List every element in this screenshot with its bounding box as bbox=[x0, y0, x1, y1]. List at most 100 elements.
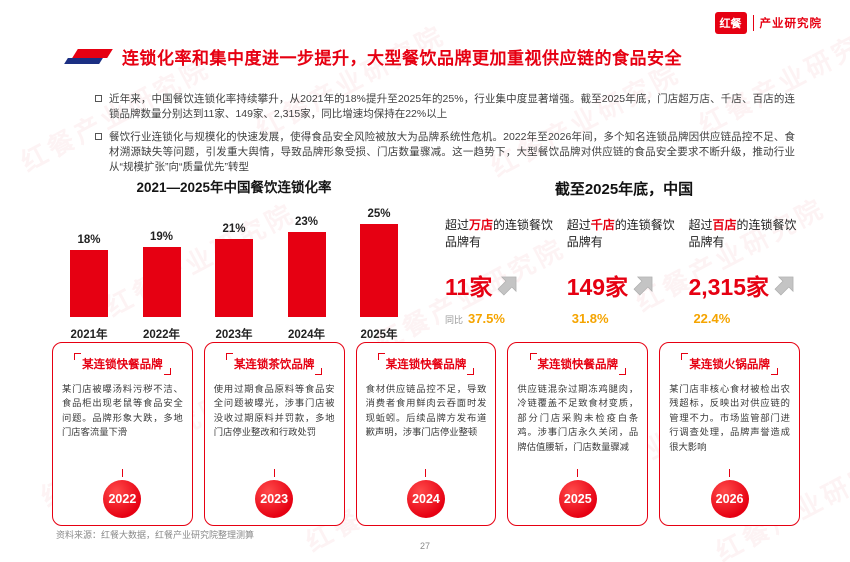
stat-value: 11家 bbox=[445, 273, 493, 300]
stat-number-row: 149家 bbox=[567, 268, 682, 302]
case-year-badge: 2024 bbox=[406, 480, 445, 518]
brand-logo-text: 产业研究院 bbox=[759, 18, 822, 30]
bar-value-label: 19% bbox=[149, 231, 174, 243]
case-title: 某连锁茶饮品牌 bbox=[233, 359, 315, 371]
bullet-text: 近年来，中国餐饮连锁化率持续攀升，从2021年的18%提升至2025年的25%，… bbox=[109, 93, 795, 120]
bar-category-label: 2023年 bbox=[215, 329, 253, 341]
case-title-frame: 某连锁快餐品牌 bbox=[529, 353, 627, 375]
stat-growth-row: 同比 37.5% bbox=[445, 311, 560, 326]
bullet-list: 近年来，中国餐饮连锁化率持续攀升，从2021年的18%提升至2025年的25%，… bbox=[95, 92, 795, 183]
bullet-item: 餐饮行业连锁化与规模化的快速发展，使得食品安全风险被放大为品牌系统性危机。202… bbox=[95, 130, 795, 174]
up-trend-arrow-icon bbox=[633, 276, 653, 296]
stat-desc-prefix: 超过 bbox=[566, 218, 591, 232]
bar-value-label: 23% bbox=[294, 216, 319, 228]
stat-description: 超过百店的连锁餐饮品牌有 bbox=[688, 217, 803, 252]
case-card: 某连锁茶饮品牌 使用过期食品原料等食品安全问题被曝光，涉事门店被没收过期原料并罚… bbox=[203, 342, 345, 526]
stat-growth-row: 31.8% bbox=[567, 311, 682, 326]
page-title: 连锁化率和集中度进一步提升，大型餐饮品牌更加重视供应链的食品安全 bbox=[122, 49, 682, 68]
case-year-badge: 2025 bbox=[558, 480, 597, 518]
bar-column: 21% 2023年 bbox=[205, 223, 263, 342]
bar bbox=[70, 250, 108, 317]
bar-category-label: 2021年 bbox=[70, 329, 108, 341]
bar bbox=[215, 239, 253, 317]
stat-desc-prefix: 超过 bbox=[445, 218, 470, 232]
case-connector-line bbox=[577, 469, 579, 477]
bullet-square-icon bbox=[95, 95, 102, 102]
chain-rate-chart: 2021—2025年中国餐饮连锁化率 18% 2021年 19% 2022年 2… bbox=[58, 176, 410, 342]
bar bbox=[360, 224, 398, 317]
case-year-badge: 2023 bbox=[255, 480, 294, 518]
case-year-badge: 2022 bbox=[103, 480, 142, 518]
bar-column: 23% 2024年 bbox=[278, 216, 336, 342]
stat-desc-suffix: 的连锁餐饮品牌有 bbox=[445, 218, 554, 250]
case-title: 某连锁快餐品牌 bbox=[385, 359, 467, 371]
stat-number-row: 11家 bbox=[445, 268, 560, 302]
stat-item: 超过百店的连锁餐饮品牌有 2,315家 22.4% bbox=[688, 217, 803, 326]
flag-accent-icon bbox=[64, 48, 113, 65]
bar-category-label: 2024年 bbox=[287, 329, 326, 341]
up-trend-arrow-icon bbox=[497, 276, 517, 296]
case-title-frame: 某连锁快餐品牌 bbox=[377, 353, 475, 375]
bar-value-label: 25% bbox=[367, 208, 391, 220]
bar-value-label: 21% bbox=[222, 223, 246, 235]
stat-growth-value: 37.5% bbox=[468, 310, 505, 326]
source-note: 资料来源：红餐大数据，红餐产业研究院整理测算 bbox=[56, 530, 255, 540]
case-title: 某连锁快餐品牌 bbox=[537, 359, 619, 371]
stat-description: 超过千店的连锁餐饮品牌有 bbox=[567, 217, 682, 252]
bar-category-label: 2025年 bbox=[360, 329, 398, 341]
stat-desc-prefix: 超过 bbox=[688, 218, 713, 232]
bar-column: 25% 2025年 bbox=[350, 208, 408, 342]
case-connector-line bbox=[729, 469, 731, 477]
stat-growth-label: 同比 bbox=[445, 314, 464, 325]
case-text: 使用过期食品原料等食品安全问题被曝光，涉事门店被没收过期原料并罚款，多地门店停业… bbox=[213, 384, 335, 438]
case-connector-line bbox=[273, 469, 275, 477]
case-text: 供应链混杂过期冻鸡腿肉，冷链覆盖不足致食材变质，部分门店采购未检疫白条鸡。涉事门… bbox=[517, 384, 639, 452]
stats-heading: 截至2025年底，中国 bbox=[554, 181, 694, 198]
case-title-frame: 某连锁茶饮品牌 bbox=[225, 353, 323, 375]
stat-columns: 超过万店的连锁餐饮品牌有 11家 同比 37.5% 超过千店的连锁餐饮品牌有 1… bbox=[445, 217, 803, 326]
case-text: 食材供应链品控不足，导致消费者食用鲜肉云吞面时发现蚯蚓。后续品牌方发布道歉声明，… bbox=[365, 384, 487, 438]
bar bbox=[287, 232, 326, 317]
stat-value: 149家 bbox=[566, 273, 629, 300]
case-card: 某连锁快餐品牌 供应链混杂过期冻鸡腿肉，冷链覆盖不足致食材变质，部分门店采购未检… bbox=[507, 342, 649, 526]
stat-desc-suffix: 的连锁餐饮品牌有 bbox=[688, 218, 797, 250]
case-card-row: 某连锁快餐品牌 某门店被曝汤料污秽不洁、食品柜出现老鼠等食品安全问题。品牌形象大… bbox=[52, 342, 800, 526]
stat-growth-row: 22.4% bbox=[688, 311, 803, 326]
brand-stats: 截至2025年底，中国 超过万店的连锁餐饮品牌有 11家 同比 37.5% 超过… bbox=[445, 178, 803, 326]
stat-desc-highlight: 千店 bbox=[590, 218, 615, 232]
case-title: 某连锁快餐品牌 bbox=[82, 359, 163, 371]
stat-desc-highlight: 百店 bbox=[712, 218, 737, 232]
brand-logo-badge: 红餐 bbox=[714, 12, 747, 34]
case-card: 某连锁快餐品牌 食材供应链品控不足，导致消费者食用鲜肉云吞面时发现蚯蚓。后续品牌… bbox=[355, 342, 497, 526]
case-year-badge: 2026 bbox=[710, 480, 749, 518]
page-number: 27 bbox=[419, 541, 430, 551]
stat-item: 超过万店的连锁餐饮品牌有 11家 同比 37.5% bbox=[445, 217, 560, 326]
bar bbox=[142, 247, 181, 317]
case-connector-line bbox=[121, 469, 123, 477]
stat-growth-value: 31.8% bbox=[571, 310, 609, 326]
stat-desc-suffix: 的连锁餐饮品牌有 bbox=[566, 218, 675, 250]
case-card: 某连锁火锅品牌 某门店非核心食材被检出农残超标，反映出对供应链的管理不力。市场监… bbox=[659, 342, 800, 526]
stat-description: 超过万店的连锁餐饮品牌有 bbox=[445, 217, 560, 252]
bar-column: 19% 2022年 bbox=[133, 231, 191, 342]
chart-title: 2021—2025年中国餐饮连锁化率 bbox=[136, 180, 332, 195]
stat-number-row: 2,315家 bbox=[688, 268, 803, 302]
stat-item: 超过千店的连锁餐饮品牌有 149家 31.8% bbox=[567, 217, 682, 326]
logo-divider bbox=[752, 15, 754, 31]
bullet-square-icon bbox=[95, 133, 102, 141]
up-trend-arrow-icon bbox=[774, 276, 794, 296]
stat-growth-value: 22.4% bbox=[693, 310, 731, 326]
case-card: 某连锁快餐品牌 某门店被曝汤料污秽不洁、食品柜出现老鼠等食品安全问题。品牌形象大… bbox=[52, 342, 193, 526]
bar-chart: 18% 2021年 19% 2022年 21% 2023年 23% 2024年 … bbox=[58, 208, 410, 342]
stat-desc-highlight: 万店 bbox=[469, 218, 494, 232]
case-text: 某门店非核心食材被检出农残超标，反映出对供应链的管理不力。市场监管部门进行调查处… bbox=[669, 384, 790, 452]
case-title-frame: 某连锁快餐品牌 bbox=[74, 353, 171, 375]
bullet-item: 近年来，中国餐饮连锁化率持续攀升，从2021年的18%提升至2025年的25%，… bbox=[95, 92, 795, 121]
case-title-frame: 某连锁火锅品牌 bbox=[681, 353, 778, 375]
stat-value: 2,315家 bbox=[688, 273, 769, 300]
case-connector-line bbox=[425, 469, 427, 477]
case-title: 某连锁火锅品牌 bbox=[689, 359, 770, 371]
case-text: 某门店被曝汤料污秽不洁、食品柜出现老鼠等食品安全问题。品牌形象大跌，多地门店客流… bbox=[62, 384, 183, 438]
brand-logo: 红餐 产业研究院 bbox=[714, 12, 823, 34]
bar-category-label: 2022年 bbox=[142, 329, 181, 341]
